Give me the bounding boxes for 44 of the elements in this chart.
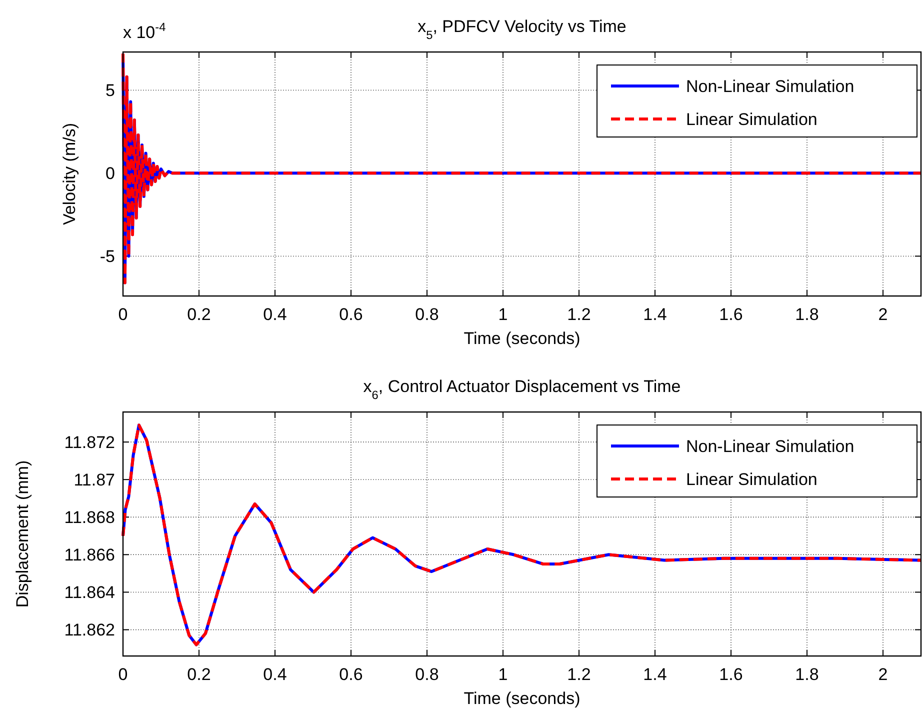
y-tick-label: 0	[106, 164, 115, 184]
x-tick-label: 1.6	[719, 665, 743, 684]
x-tick-label: 0.4	[263, 305, 287, 324]
x-tick-label: 1	[498, 305, 508, 324]
legend-label: Linear Simulation	[686, 110, 818, 129]
x-axis-title: Time (seconds)	[464, 689, 580, 708]
text: x 10$^{-4}$	[123, 20, 166, 42]
y-tick-label: 11.872	[64, 433, 115, 452]
x-tick-label: 0	[118, 665, 128, 684]
y-tick-label: 11.87	[74, 470, 115, 490]
y-tick-label: 11.868	[64, 508, 115, 528]
x-tick-label: 0.6	[339, 305, 363, 324]
x-tick-label: 2	[878, 665, 888, 684]
legend-label: Non-Linear Simulation	[686, 77, 854, 96]
line-series	[122, 52, 922, 284]
x-tick-label: 0.8	[415, 665, 439, 684]
legend-label: Non-Linear Simulation	[686, 437, 854, 456]
y-tick-label: 11.866	[64, 546, 115, 565]
y-tick-label: 11.862	[64, 620, 115, 640]
y-axis-title: Displacement (mm)	[13, 460, 32, 608]
x-tick-label: 1.4	[643, 665, 667, 684]
line-series	[122, 424, 922, 646]
x-tick-label: 2	[878, 305, 888, 324]
x-tick-label: 1	[498, 665, 508, 684]
y-axis-title: Velocity (m/s)	[60, 122, 79, 226]
x-tick-label: 0	[118, 305, 128, 324]
x-tick-label: 1.2	[567, 665, 591, 684]
x-tick-label: 0.8	[415, 305, 439, 324]
x-axis-title: Time (seconds)	[464, 329, 580, 348]
x-tick-label: 1.6	[719, 305, 743, 324]
x-tick-label: 0.4	[263, 665, 287, 684]
chart-title: x$_{5}$, PDFCV Velocity vs Time	[418, 17, 626, 42]
y-tick-label: -5	[100, 247, 115, 266]
x-tick-label: 1.2	[567, 305, 591, 324]
x-tick-label: 1.8	[795, 665, 819, 684]
x-tick-label: 1.4	[643, 305, 667, 324]
y-tick-label: 11.864	[64, 583, 115, 602]
legend-label: Linear Simulation	[686, 470, 818, 489]
x-tick-label: 0.2	[187, 665, 211, 684]
y-tick-label: 5	[106, 81, 115, 100]
chart-title: x$_{6}$, Control Actuator Displacement vs Time	[363, 377, 681, 402]
x-tick-label: 1.8	[795, 305, 819, 324]
x-tick-label: 0.6	[339, 665, 363, 684]
x-tick-label: 0.2	[187, 305, 211, 324]
